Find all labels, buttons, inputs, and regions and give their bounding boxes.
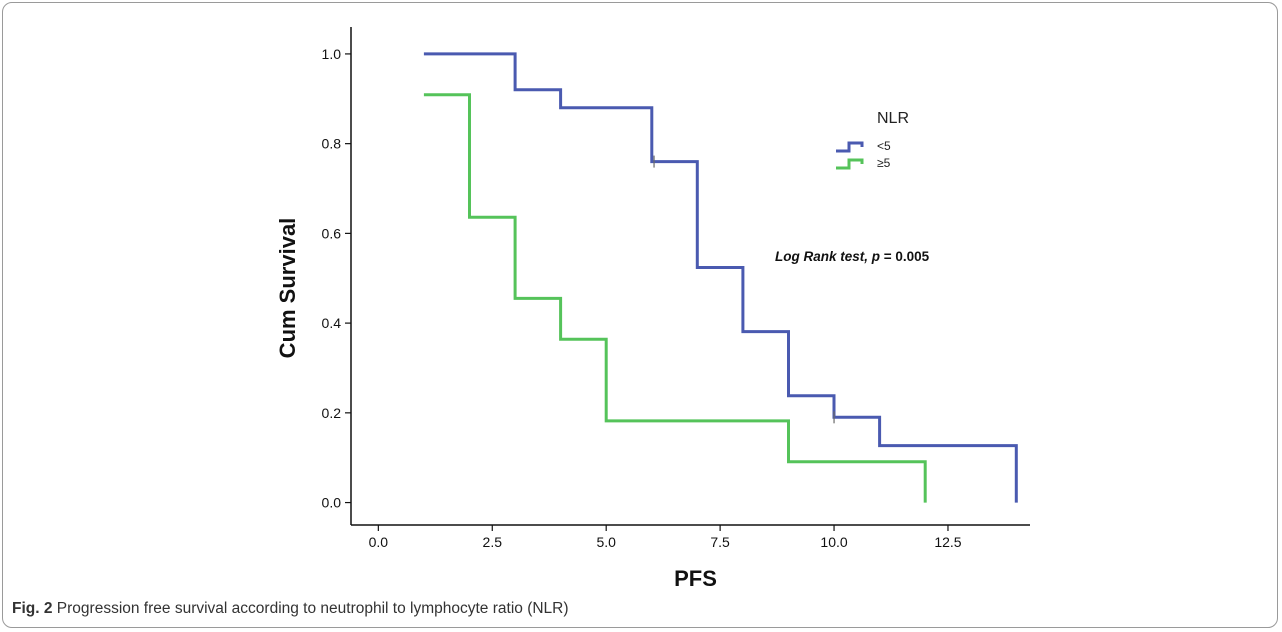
x-tick-label: 2.5 bbox=[483, 534, 503, 550]
chart-series bbox=[423, 52, 1018, 503]
legend-title: NLR bbox=[877, 110, 909, 127]
y-tick-label: 0.8 bbox=[322, 136, 342, 152]
legend-label-1: ≥5 bbox=[877, 156, 891, 170]
x-tick-label: 5.0 bbox=[596, 534, 616, 550]
series-line-1 bbox=[423, 93, 927, 503]
x-tick-label: 0.0 bbox=[369, 534, 389, 550]
legend-swatch-1 bbox=[836, 158, 864, 170]
figure-caption: Fig. 2 Progression free survival accordi… bbox=[12, 600, 569, 618]
chart-axes: 0.0 2.5 5.0 7.5 10.0 12.5 0.0 0.2 0.4 0.6 0.8 1.0 bbox=[322, 27, 1030, 550]
figure-caption-text: Progression free survival according to n… bbox=[56, 600, 569, 617]
x-tick-label: 7.5 bbox=[710, 534, 730, 550]
y-tick-label: 0.0 bbox=[322, 495, 342, 511]
log-rank-annotation: Log Rank test, p = 0.005 bbox=[775, 249, 930, 264]
y-tick-label: 0.4 bbox=[322, 315, 342, 331]
y-axis-label: Cum Survival bbox=[275, 218, 300, 359]
chart-legend: NLR <5 ≥5 bbox=[836, 110, 909, 170]
y-tick-label: 0.2 bbox=[322, 405, 342, 421]
annotation-p-value: = 0.005 bbox=[880, 249, 930, 264]
series-line-0 bbox=[423, 52, 1018, 503]
km-survival-chart: 0.0 2.5 5.0 7.5 10.0 12.5 0.0 0.2 0.4 0.6 0.8 1.0 N… bbox=[275, 27, 1030, 591]
legend-label-0: <5 bbox=[877, 139, 891, 153]
annotation-prefix: Log Rank test, bbox=[775, 249, 872, 264]
x-tick-label: 12.5 bbox=[934, 534, 961, 550]
x-tick-label: 10.0 bbox=[820, 534, 847, 550]
x-axis-label: PFS bbox=[674, 566, 717, 591]
y-tick-label: 0.6 bbox=[322, 225, 342, 241]
legend-swatch-0 bbox=[836, 141, 864, 153]
figure-label: Fig. 2 bbox=[12, 600, 53, 617]
y-tick-label: 1.0 bbox=[322, 46, 342, 62]
annotation-p-symbol: p bbox=[871, 249, 880, 264]
